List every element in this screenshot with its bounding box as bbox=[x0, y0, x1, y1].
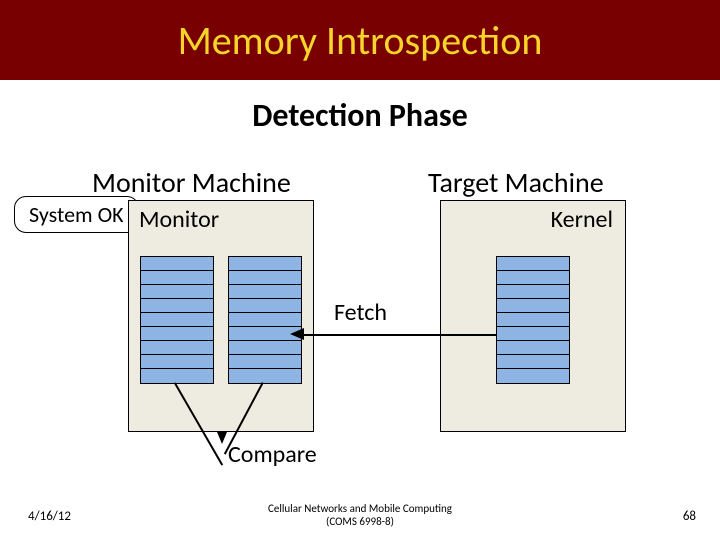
compare-label: Compare bbox=[228, 440, 317, 469]
slide-subtitle: Detection Phase bbox=[0, 96, 720, 135]
footer-line1: Cellular Networks and Mobile Computing bbox=[268, 502, 452, 515]
slide-header: Memory Introspection bbox=[0, 0, 720, 80]
memory-row bbox=[141, 313, 213, 327]
fetch-label: Fetch bbox=[334, 298, 387, 327]
memory-row bbox=[497, 299, 569, 313]
fetch-arrow-line bbox=[302, 334, 496, 336]
memory-row bbox=[229, 369, 301, 383]
memory-row bbox=[229, 257, 301, 271]
memory-row bbox=[229, 285, 301, 299]
memory-row bbox=[497, 313, 569, 327]
memory-row bbox=[229, 271, 301, 285]
system-ok-text: System OK bbox=[29, 201, 124, 228]
footer-line2: (COMS 6998-8) bbox=[326, 515, 394, 528]
target-box-title: Kernel bbox=[551, 205, 613, 234]
memory-row bbox=[141, 299, 213, 313]
memory-row bbox=[229, 341, 301, 355]
memory-row bbox=[497, 355, 569, 369]
memory-row bbox=[141, 355, 213, 369]
target-machine-label: Target Machine bbox=[428, 165, 604, 200]
memory-row bbox=[497, 285, 569, 299]
memory-row bbox=[497, 271, 569, 285]
memory-row bbox=[229, 313, 301, 327]
monitor-left-stack bbox=[140, 256, 214, 384]
memory-row bbox=[141, 285, 213, 299]
memory-row bbox=[141, 271, 213, 285]
memory-row bbox=[229, 355, 301, 369]
memory-row bbox=[497, 341, 569, 355]
memory-row bbox=[497, 327, 569, 341]
slide-title: Memory Introspection bbox=[178, 16, 543, 65]
compare-arrow-head bbox=[217, 432, 227, 444]
fetch-arrow-head bbox=[290, 328, 304, 340]
memory-row bbox=[229, 299, 301, 313]
footer-page-number: 68 bbox=[683, 509, 696, 524]
footer-center: Cellular Networks and Mobile Computing (… bbox=[0, 502, 720, 528]
memory-row bbox=[141, 257, 213, 271]
monitor-right-stack bbox=[228, 256, 302, 384]
target-stack bbox=[496, 256, 570, 384]
memory-row bbox=[141, 341, 213, 355]
memory-row bbox=[141, 369, 213, 383]
memory-row bbox=[497, 369, 569, 383]
memory-row bbox=[141, 327, 213, 341]
memory-row bbox=[497, 257, 569, 271]
monitor-box-title: Monitor bbox=[139, 205, 219, 234]
system-ok-callout: System OK bbox=[14, 196, 139, 233]
monitor-machine-label: Monitor Machine bbox=[92, 165, 291, 200]
